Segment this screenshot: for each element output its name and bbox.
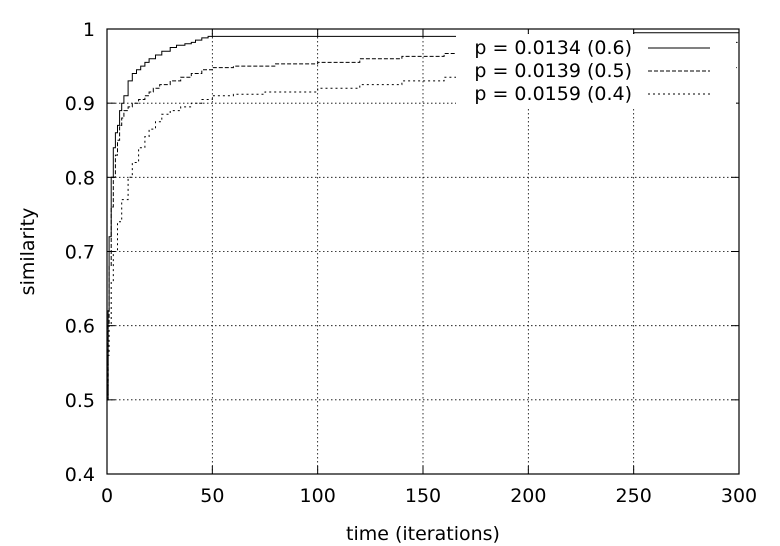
legend-background <box>456 34 736 108</box>
y-tick-label: 0.4 <box>65 464 95 486</box>
x-axis-label: time (iterations) <box>346 523 500 545</box>
y-tick-label: 1 <box>83 19 95 41</box>
series-line <box>107 41 739 401</box>
y-axis-label: similarity <box>17 208 39 296</box>
y-tick-label: 0.6 <box>65 316 95 338</box>
x-tick-label: 300 <box>721 485 757 507</box>
x-tick-label: 0 <box>101 485 113 507</box>
series-line <box>107 32 739 401</box>
axis-ticks: 0 50 100 150 200 250 300 0.4 0.5 0.6 0.7 0.8 0.9 1 <box>65 19 757 507</box>
legend-label: p = 0.0134 (0.6) <box>474 37 632 59</box>
x-tick-label: 150 <box>405 485 441 507</box>
y-tick-label: 0.7 <box>65 242 95 264</box>
grid-lines <box>107 29 739 474</box>
legend: p = 0.0134 (0.6)p = 0.0139 (0.5)p = 0.01… <box>456 34 736 108</box>
x-tick-label: 250 <box>616 485 652 507</box>
legend-label: p = 0.0139 (0.5) <box>474 60 632 82</box>
y-tick-label: 0.5 <box>65 390 95 412</box>
y-tick-label: 0.8 <box>65 167 95 189</box>
series-line <box>107 66 740 401</box>
y-tick-label: 0.9 <box>65 93 95 115</box>
series-lines <box>107 32 740 401</box>
x-tick-label: 50 <box>200 485 224 507</box>
x-tick-label: 100 <box>300 485 336 507</box>
legend-label: p = 0.0159 (0.4) <box>474 83 632 105</box>
x-tick-label: 200 <box>510 485 546 507</box>
